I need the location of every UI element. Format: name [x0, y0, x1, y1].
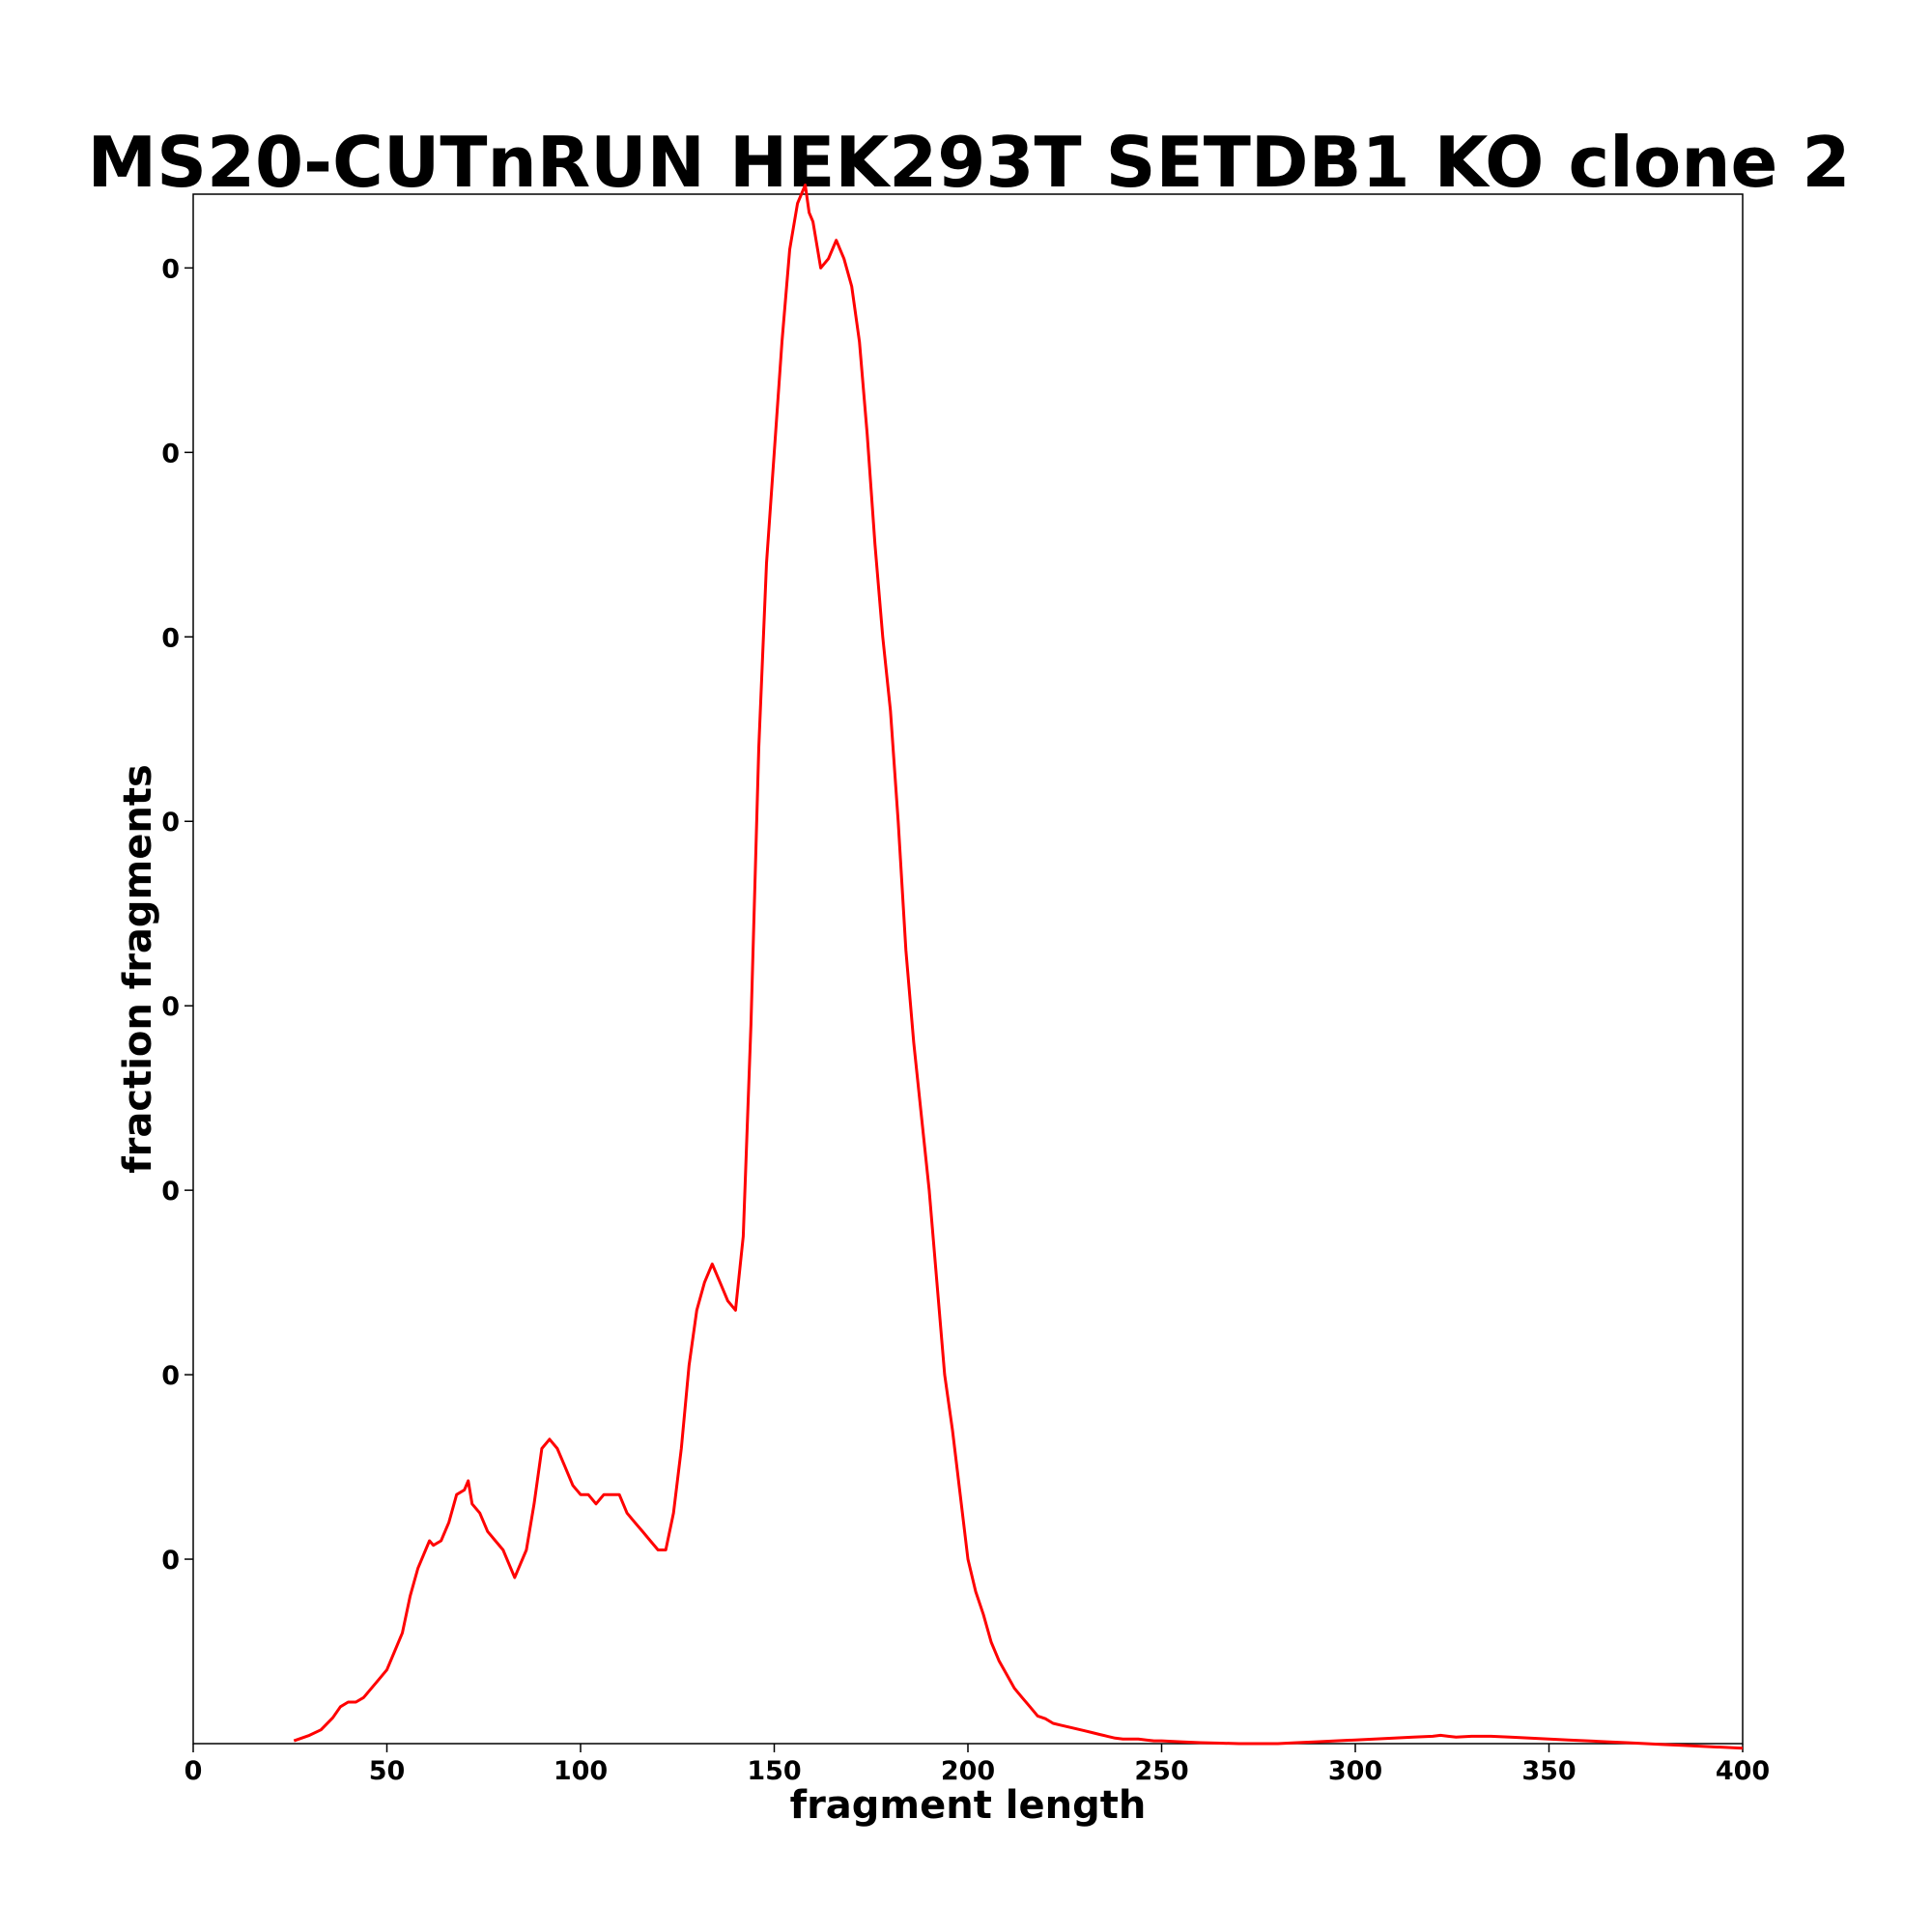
x-tick-label: 100: [554, 1756, 608, 1786]
x-tick-label: 300: [1328, 1756, 1382, 1786]
y-tick-label: 0: [161, 1361, 180, 1391]
x-tick-label: 50: [369, 1756, 406, 1786]
y-axis-label: fraction fragments: [116, 764, 160, 1174]
y-tick-label: 0: [161, 439, 180, 469]
chart-title: MS20-CUTnRUN HEK293T SETDB1 KO clone 2: [87, 122, 1850, 203]
x-axis-label: fragment length: [790, 1783, 1147, 1828]
x-tick-label: 400: [1716, 1756, 1770, 1786]
x-tick-label: 0: [185, 1756, 203, 1786]
y-tick-label: 0: [161, 808, 180, 838]
x-tick-label: 350: [1521, 1756, 1576, 1786]
x-tick-label: 150: [747, 1756, 801, 1786]
y-tick-label: 0: [161, 992, 180, 1022]
x-tick-label: 250: [1134, 1756, 1188, 1786]
x-tick-label: 200: [941, 1756, 995, 1786]
y-tick-label: 0: [161, 1177, 180, 1207]
x-axis: 0 50 100 150 200 250 300 350 400: [185, 1744, 1770, 1786]
series-line: [293, 184, 1744, 1750]
y-axis: 0 0 0 0 0 0 0 0: [161, 254, 193, 1576]
y-tick-label: 0: [161, 623, 180, 653]
y-tick-label: 0: [161, 254, 180, 284]
y-tick-label: 0: [161, 1546, 180, 1576]
